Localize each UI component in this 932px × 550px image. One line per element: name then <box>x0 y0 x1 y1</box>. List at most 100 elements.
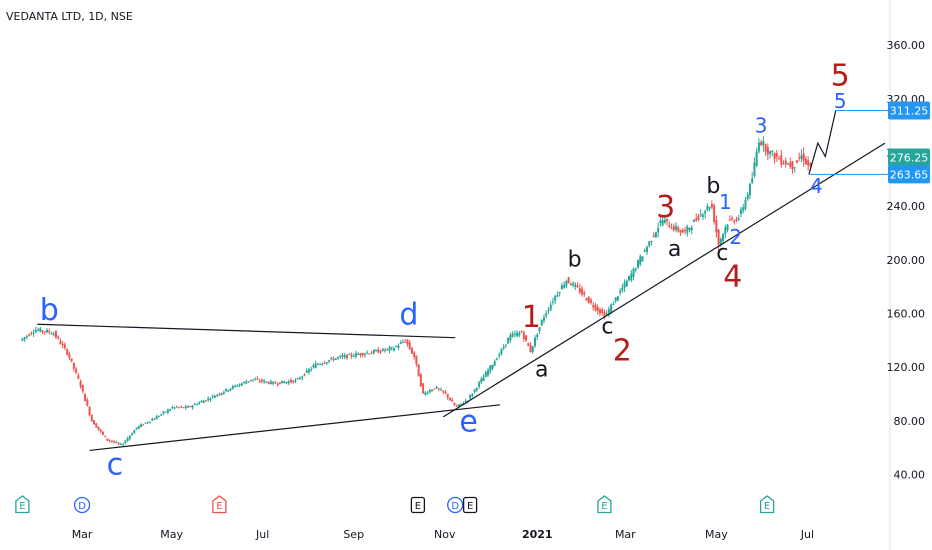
candle-body <box>469 395 472 399</box>
wave-label: c <box>716 241 728 266</box>
candle-body <box>126 438 129 441</box>
event-marker-label: E <box>764 501 770 512</box>
candle-body <box>654 232 657 238</box>
candle-body <box>791 161 794 170</box>
candle-body <box>717 229 720 245</box>
candle-body <box>616 296 619 301</box>
candle-body <box>198 402 201 405</box>
candle-body <box>522 332 525 340</box>
candle-body <box>415 355 418 365</box>
candle-body <box>384 350 387 352</box>
candle-body <box>422 383 425 394</box>
price-axis[interactable]: 360.00320.00280.00240.00200.00160.00120.… <box>887 0 931 550</box>
candle-body <box>784 160 787 165</box>
candle-body <box>746 194 749 200</box>
candle-body <box>625 280 628 287</box>
candle-body <box>769 151 772 155</box>
candle-body <box>786 163 789 165</box>
candle-body <box>614 297 617 301</box>
candle-body <box>762 141 765 146</box>
candle-body <box>287 381 290 384</box>
candle-body <box>48 330 51 333</box>
candle-body <box>748 183 751 196</box>
candle-body <box>238 384 241 386</box>
candle-body <box>778 158 781 160</box>
candle-body <box>632 268 635 278</box>
wave-label: 3 <box>656 190 675 225</box>
time-axis[interactable]: Mar May Jul Sep Nov 2021 Mar May Jul <box>72 528 814 541</box>
candle-body <box>269 381 272 384</box>
candle-body <box>563 284 566 288</box>
wave-label: 4 <box>723 260 742 295</box>
candle-body <box>379 351 382 353</box>
candle-body <box>357 354 360 356</box>
wave-label: 2 <box>613 334 632 369</box>
candle-body <box>630 273 633 281</box>
wave-label: a <box>668 237 681 262</box>
x-tick-label: Nov <box>434 528 456 541</box>
wave-label: 5 <box>834 89 847 113</box>
candle-body <box>337 356 340 358</box>
candle-body <box>464 400 467 402</box>
candle-body <box>612 303 615 305</box>
candle-body <box>551 301 554 303</box>
x-tick-label: Jul <box>255 528 269 541</box>
trendline <box>442 142 886 418</box>
candle-body <box>437 388 440 390</box>
candle-body <box>540 319 543 326</box>
candle-body <box>195 404 198 406</box>
candle-body <box>596 307 599 312</box>
candle-body <box>755 151 758 166</box>
candle-body <box>404 341 407 343</box>
candle-body <box>372 350 375 354</box>
candle-body <box>209 399 212 401</box>
candle-body <box>610 304 613 312</box>
candle-body <box>39 328 42 332</box>
earnings-icon <box>15 495 30 514</box>
candle-body <box>560 285 563 290</box>
candle-body <box>695 218 698 221</box>
candle-body <box>34 329 37 333</box>
candle-body <box>310 368 313 370</box>
candle-body <box>294 379 297 381</box>
candle-body <box>585 298 588 301</box>
candle-body <box>312 365 315 368</box>
candle-body <box>406 339 409 345</box>
candle-body <box>601 309 604 313</box>
candle-body <box>424 392 427 395</box>
candle-body <box>440 389 443 391</box>
candle-body <box>576 285 579 288</box>
candle-body <box>690 227 693 231</box>
trendline <box>89 404 501 452</box>
candle-body <box>435 386 438 389</box>
candle-body <box>527 343 530 347</box>
candle-body <box>672 226 675 231</box>
candle-body <box>43 331 46 333</box>
candle-body <box>256 378 259 380</box>
candle-body <box>124 440 127 444</box>
candle-body <box>719 239 722 244</box>
candle-body <box>764 144 767 152</box>
candle-body <box>99 429 102 432</box>
candle-body <box>157 416 160 418</box>
candle-body <box>663 220 666 224</box>
candle-body <box>578 288 581 293</box>
candle-body <box>809 162 812 167</box>
candle-body <box>222 391 225 394</box>
candle-body <box>328 360 331 362</box>
candle-body <box>793 167 796 169</box>
candle-body <box>334 358 337 360</box>
candle-body <box>558 292 561 294</box>
candle-body <box>21 338 24 341</box>
candle-body <box>216 394 219 396</box>
candle-body <box>366 352 369 354</box>
candle-body <box>323 362 326 364</box>
candle-body <box>666 218 669 222</box>
earnings-icon <box>462 496 478 514</box>
candle-body <box>397 345 400 348</box>
candle-body <box>37 329 40 331</box>
event-marker-label: E <box>467 501 473 512</box>
candle-body <box>782 163 785 165</box>
